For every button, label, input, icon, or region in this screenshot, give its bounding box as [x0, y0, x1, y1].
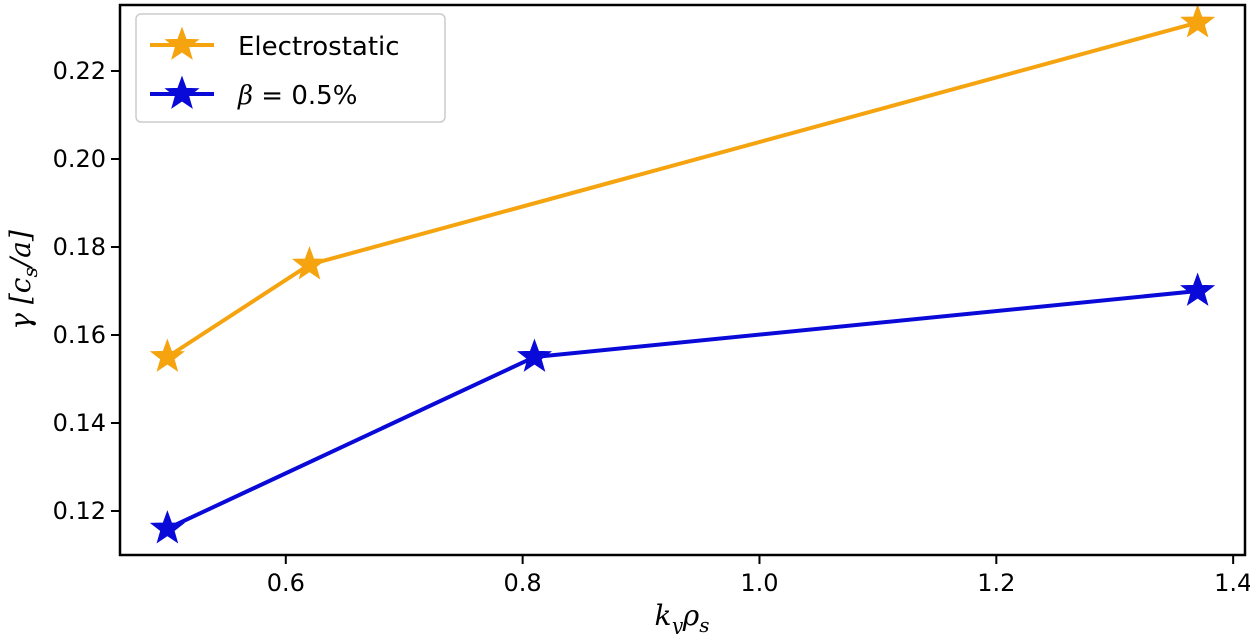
- series-0-point: [1180, 4, 1216, 38]
- x-tick-label: 0.8: [504, 569, 542, 597]
- y-tick-label: 0.12: [53, 497, 106, 525]
- y-tick-label: 0.22: [53, 57, 106, 85]
- series-line-1: [166, 289, 1198, 531]
- y-tick-label: 0.20: [53, 145, 106, 173]
- x-tick-label: 0.6: [267, 569, 305, 597]
- y-axis-label: γ [cs/a]: [4, 230, 42, 330]
- y-axis-ticks: 0.12 0.14 0.16 0.18 0.20 0.22: [53, 57, 120, 525]
- legend-entries: [150, 26, 214, 109]
- plot-area: [118, 3, 1247, 557]
- y-tick-label: 0.16: [53, 321, 106, 349]
- series-1-point: [516, 338, 553, 372]
- x-tick-label: 1.0: [740, 569, 778, 597]
- y-tick-label: 0.14: [53, 409, 106, 437]
- plot-frame: [118, 3, 1247, 557]
- series-1-point: [149, 510, 185, 544]
- series-layer: [149, 4, 1216, 544]
- legend-marker-1: [164, 75, 200, 109]
- legend-label-electrostatic: Electrostatic: [238, 32, 400, 62]
- series-0-point: [149, 338, 185, 372]
- x-tick-label: 1.4: [1214, 569, 1250, 597]
- series-1-point: [1180, 272, 1216, 306]
- x-tick-label: 1.2: [977, 569, 1015, 597]
- legend-marker-0: [164, 26, 200, 60]
- series-0-point: [291, 246, 328, 280]
- legend: Electrostatic β = 0.5%: [135, 13, 446, 123]
- x-axis-label: kyρs: [654, 599, 709, 634]
- x-axis-ticks: 0.6 0.8 1.0 1.2 1.4: [267, 555, 1250, 597]
- legend-label-beta: β = 0.5%: [237, 81, 357, 111]
- y-tick-label: 0.18: [53, 233, 106, 261]
